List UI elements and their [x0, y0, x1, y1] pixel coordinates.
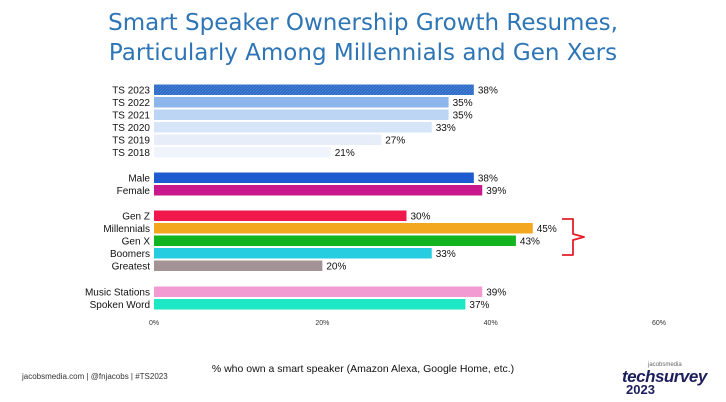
- value-label: 33%: [436, 249, 456, 260]
- bar-boomers: [154, 248, 432, 259]
- chart-title-line-1: Smart Speaker Ownership Growth Resumes,: [108, 10, 618, 36]
- value-label: 38%: [478, 173, 498, 184]
- value-label: 33%: [436, 123, 456, 134]
- value-label: 21%: [335, 148, 355, 159]
- value-label: 45%: [537, 224, 557, 235]
- category-label: TS 2022: [112, 98, 150, 109]
- logo-year: 2023: [626, 382, 655, 397]
- chart-title: Smart Speaker Ownership Growth Resumes, …: [0, 8, 726, 68]
- bar-male: [154, 172, 474, 183]
- category-label: Greatest: [112, 261, 151, 272]
- logo-small-text: jacobsmedia: [648, 362, 682, 368]
- x-tick-label: 40%: [484, 320, 498, 327]
- footer-credits: jacobsmedia.com | @fnjacobs | #TS2023: [22, 372, 168, 381]
- category-label: Female: [117, 186, 151, 197]
- category-label: TS 2020: [112, 123, 150, 134]
- category-label: TS 2021: [112, 110, 150, 121]
- value-label: 35%: [453, 110, 473, 121]
- value-label: 38%: [478, 85, 498, 96]
- category-label: Gen X: [122, 236, 151, 247]
- bar-ts-2020: [154, 122, 432, 133]
- value-label: 30%: [411, 211, 431, 222]
- bar-spoken-word: [154, 299, 466, 310]
- category-label: TS 2023: [112, 85, 150, 96]
- category-label: TS 2019: [112, 135, 150, 146]
- bar-millennials: [154, 223, 533, 234]
- category-label: TS 2018: [112, 148, 150, 159]
- bar-greatest: [154, 260, 323, 271]
- value-label: 35%: [453, 98, 473, 109]
- category-label: Music Stations: [85, 287, 150, 298]
- bar-ts-2019: [154, 134, 382, 145]
- techsurvey-logo: jacobsmedia techsurvey 2023: [612, 362, 707, 397]
- category-label: Spoken Word: [90, 300, 150, 311]
- value-label: 37%: [469, 300, 489, 311]
- bar-ts-2018: [154, 147, 331, 158]
- bar-ts-2022: [154, 97, 449, 108]
- value-label: 43%: [520, 236, 540, 247]
- value-label: 39%: [486, 287, 506, 298]
- category-label: Male: [128, 173, 150, 184]
- category-label: Boomers: [110, 249, 150, 260]
- logo-main-text: techsurvey: [622, 367, 707, 386]
- x-tick-label: 0%: [149, 320, 159, 327]
- category-label: Millennials: [103, 224, 150, 235]
- bar-ts-2021: [154, 109, 449, 120]
- value-label: 39%: [486, 186, 506, 197]
- x-axis-label: % who own a smart speaker (Amazon Alexa,…: [211, 363, 515, 375]
- x-tick-label: 20%: [315, 320, 329, 327]
- bar-female: [154, 185, 483, 196]
- bar-music-stations: [154, 286, 483, 297]
- bar-gen-z: [154, 210, 407, 221]
- bar-ts-2023: [154, 84, 474, 95]
- value-label: 20%: [326, 261, 346, 272]
- value-label: 27%: [385, 135, 405, 146]
- chart-title-line-2: Particularly Among Millennials and Gen X…: [108, 40, 618, 66]
- category-label: Gen Z: [122, 211, 150, 222]
- highlight-bracket: [562, 218, 585, 256]
- x-tick-label: 60%: [652, 320, 666, 327]
- bar-gen-x: [154, 235, 516, 246]
